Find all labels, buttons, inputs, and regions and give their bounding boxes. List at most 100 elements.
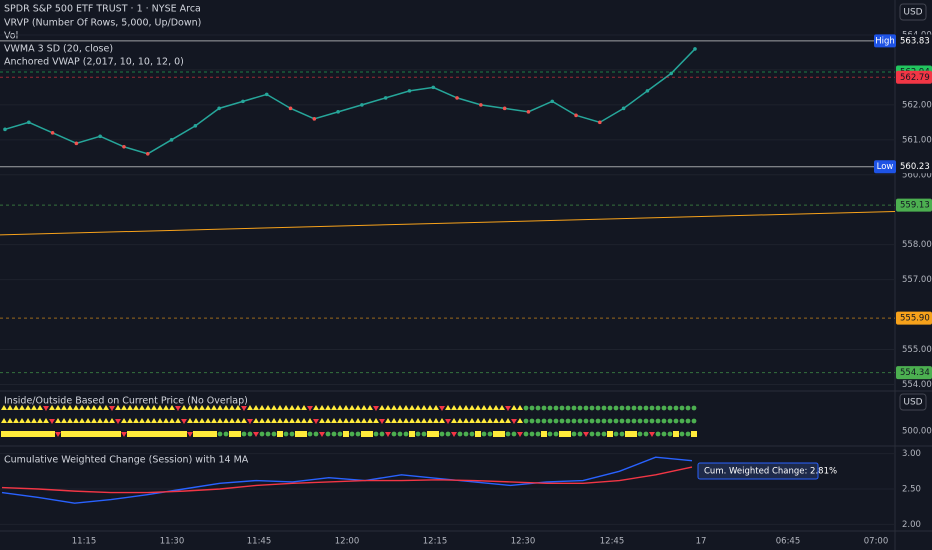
signal-dot <box>625 405 631 411</box>
signal-dot <box>643 431 649 437</box>
signal-dot <box>655 405 661 411</box>
signal-dot <box>289 431 295 437</box>
signal-triangle <box>49 419 55 424</box>
signal-dot <box>649 405 655 411</box>
signal-triangle <box>313 405 319 410</box>
price-point <box>693 47 697 51</box>
signal-dot <box>223 431 229 437</box>
currency-label[interactable]: USD <box>903 8 922 18</box>
badge-tag-label: High <box>875 36 895 46</box>
price-point <box>383 96 388 100</box>
price-point <box>360 103 364 107</box>
signal-dot <box>685 431 691 437</box>
signal-triangle <box>283 405 289 410</box>
signal-triangle <box>391 418 397 423</box>
signal-triangle <box>349 405 355 410</box>
signal-dot <box>469 431 475 437</box>
signal-triangle <box>517 405 523 410</box>
signal-triangle <box>181 405 187 410</box>
price-point <box>193 124 198 128</box>
signal-dot <box>337 431 343 437</box>
signal-bar <box>163 431 169 437</box>
signal-dot <box>685 405 691 411</box>
signal-triangle <box>67 418 73 423</box>
currency-label[interactable]: USD <box>903 398 922 408</box>
signal-triangle <box>487 418 493 423</box>
price-badge <box>896 366 932 380</box>
signal-dot <box>421 431 427 437</box>
signal-bar <box>79 431 85 437</box>
signal-bar <box>607 431 613 437</box>
indicator-label: Anchored VWAP (2,017, 10, 10, 12, 0) <box>4 57 184 68</box>
signal-triangle <box>157 418 163 423</box>
x-tick-label: 12:15 <box>423 537 448 547</box>
currency-button[interactable] <box>899 3 927 21</box>
signal-bar <box>139 431 145 437</box>
signal-dot <box>619 405 625 411</box>
price-point <box>526 110 531 114</box>
x-tick-label: 17 <box>696 537 707 547</box>
signal-triangle <box>103 405 109 410</box>
signal-triangle <box>145 418 151 423</box>
signal-triangle <box>235 405 241 410</box>
y-tick-label: 558.00 <box>902 240 932 250</box>
price-badge-label: 555.90 <box>900 314 930 324</box>
signal-dot <box>439 431 445 437</box>
signal-dot <box>565 405 571 411</box>
price-badge <box>896 70 932 84</box>
signal-triangle <box>451 432 457 437</box>
currency-button[interactable] <box>899 393 927 411</box>
signal-triangle <box>457 405 463 410</box>
signal-triangle <box>295 418 301 423</box>
signal-bar <box>25 431 31 437</box>
signal-triangle <box>43 418 49 423</box>
signal-bar <box>145 431 151 437</box>
signal-triangle <box>385 405 391 410</box>
signal-bar <box>691 431 697 437</box>
signal-bar <box>499 431 505 437</box>
signal-triangle <box>37 418 43 423</box>
signal-triangle <box>211 418 217 423</box>
signal-bar <box>475 431 481 437</box>
price-point <box>431 85 436 90</box>
signal-dot <box>673 405 679 411</box>
signal-bar <box>433 431 439 437</box>
x-tick-label: 11:45 <box>247 537 272 547</box>
indicator-label: VWMA 3 SD (20, close) <box>4 44 113 55</box>
signal-triangle <box>445 419 451 424</box>
signal-dot <box>553 405 559 411</box>
price-badge-label: 554.34 <box>900 368 930 378</box>
signal-triangle <box>55 405 61 410</box>
signal-triangle <box>397 418 403 423</box>
signal-triangle <box>163 418 169 423</box>
signal-triangle <box>31 405 37 410</box>
signal-bar <box>361 431 367 437</box>
signal-triangle <box>169 418 175 423</box>
signal-bar <box>367 431 373 437</box>
signal-triangle <box>493 405 499 410</box>
signal-triangle <box>247 419 253 424</box>
signal-triangle <box>301 405 307 410</box>
price-point <box>574 113 578 118</box>
signal-dot <box>535 418 541 424</box>
signal-bar <box>7 431 13 437</box>
signal-dot <box>637 418 643 424</box>
signal-triangle <box>331 405 337 410</box>
signal-triangle <box>133 405 139 410</box>
signal-triangle <box>217 418 223 423</box>
signal-triangle <box>271 405 277 410</box>
y-tick-label: 554.00 <box>902 380 932 390</box>
signal-triangle <box>301 418 307 423</box>
y-tick-label: 560.00 <box>902 170 932 180</box>
signal-triangle <box>79 405 85 410</box>
signal-bar <box>61 431 67 437</box>
signal-triangle <box>145 405 151 410</box>
signal-triangle <box>277 405 283 410</box>
signal-triangle <box>1 405 7 410</box>
indicator-line <box>1 456 693 504</box>
signal-triangle <box>277 418 283 423</box>
signal-triangle <box>439 418 445 423</box>
signal-dot <box>481 431 487 437</box>
